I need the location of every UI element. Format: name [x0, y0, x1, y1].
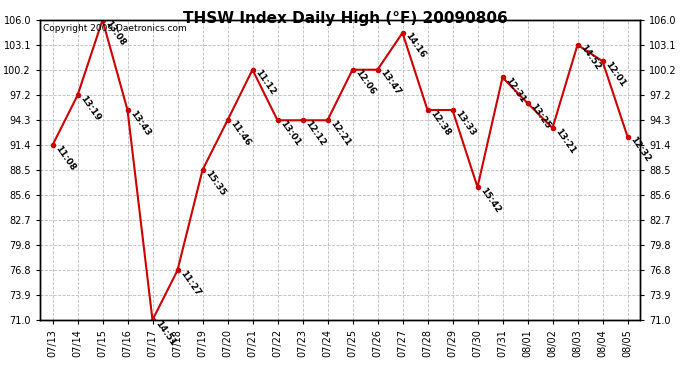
Text: 12:06: 12:06	[354, 68, 377, 97]
Text: 14:51: 14:51	[154, 319, 178, 347]
Text: 13:01: 13:01	[279, 119, 303, 147]
Text: 12:21: 12:21	[329, 119, 353, 147]
Text: THSW Index Daily High (°F) 20090806: THSW Index Daily High (°F) 20090806	[183, 11, 507, 26]
Text: 15:35: 15:35	[204, 169, 228, 197]
Text: 13:19: 13:19	[79, 94, 103, 123]
Text: 14:52: 14:52	[579, 44, 603, 72]
Text: 13:33: 13:33	[454, 109, 477, 137]
Text: 11:12: 11:12	[254, 68, 277, 97]
Text: 13:21: 13:21	[554, 127, 578, 155]
Text: 11:46: 11:46	[229, 119, 253, 148]
Text: 12:12: 12:12	[304, 119, 328, 147]
Text: 15:42: 15:42	[479, 186, 503, 214]
Text: Copyright 2009 Daetronics.com: Copyright 2009 Daetronics.com	[43, 24, 187, 33]
Text: 12:01: 12:01	[604, 60, 628, 88]
Text: 12:32: 12:32	[629, 135, 653, 164]
Text: 14:16: 14:16	[404, 32, 428, 60]
Text: 11:27: 11:27	[179, 269, 203, 298]
Text: 13:25: 13:25	[529, 102, 553, 130]
Text: 13:43: 13:43	[129, 109, 152, 137]
Text: 12:38: 12:38	[429, 109, 453, 137]
Text: 12:31: 12:31	[504, 76, 528, 105]
Text: 13:47: 13:47	[379, 68, 403, 97]
Text: 11:08: 11:08	[54, 144, 77, 172]
Text: 13:08: 13:08	[104, 19, 128, 47]
